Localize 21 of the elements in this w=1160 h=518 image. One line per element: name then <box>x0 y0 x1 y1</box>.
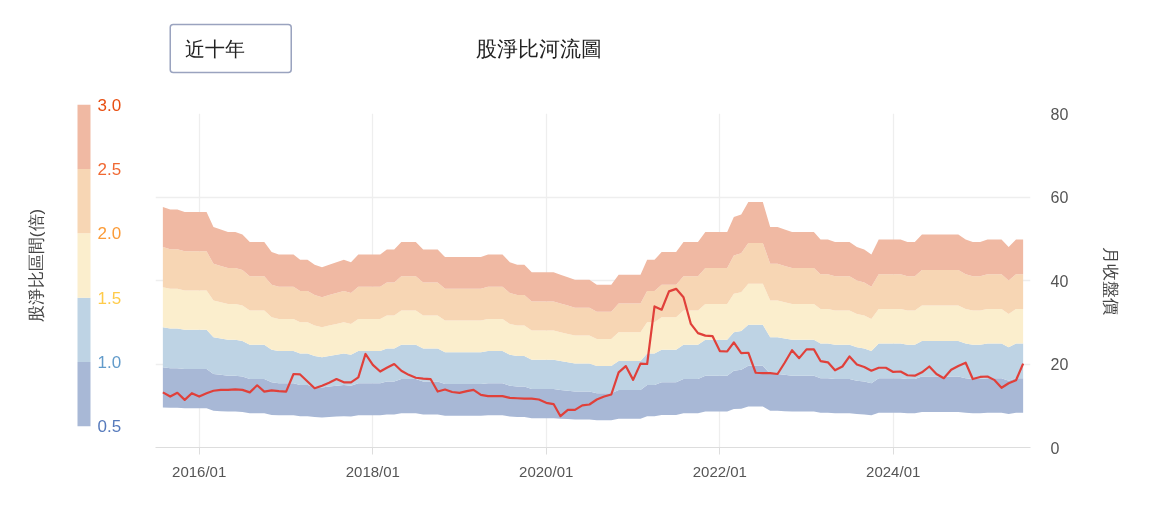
x-tick-label: 2022/01 <box>692 462 747 480</box>
y-tick-label: 60 <box>1050 189 1069 206</box>
chart-title: 股淨比河流圖 <box>475 37 602 60</box>
text: 近十年 <box>185 37 246 60</box>
color-bar-title: 股淨比區間(倍) <box>26 208 46 323</box>
x-tick-label: 2018/01 <box>345 462 400 480</box>
line-series <box>161 287 1025 418</box>
color-bar-label: 2.5 <box>97 160 122 180</box>
y-tick-label: 80 <box>1050 105 1069 123</box>
y-tick-label: 40 <box>1050 272 1069 290</box>
y-tick-label: 20 <box>1050 356 1069 373</box>
x-tick-label: 2020/01 <box>519 462 574 480</box>
color-bar-label: 2.0 <box>97 224 122 244</box>
color-bar-label: 1.0 <box>97 352 122 372</box>
color-bar-label: 0.5 <box>97 417 122 437</box>
x-tick-label: 2016/01 <box>172 462 227 480</box>
y-tick-label: 0 <box>1050 439 1060 457</box>
x-tick-label: 2024/01 <box>866 462 921 480</box>
color-bar-label: 1.5 <box>97 288 122 308</box>
y-axis-title: 月收盤價 <box>1101 246 1121 315</box>
color-bar-label: 3.0 <box>97 95 122 115</box>
